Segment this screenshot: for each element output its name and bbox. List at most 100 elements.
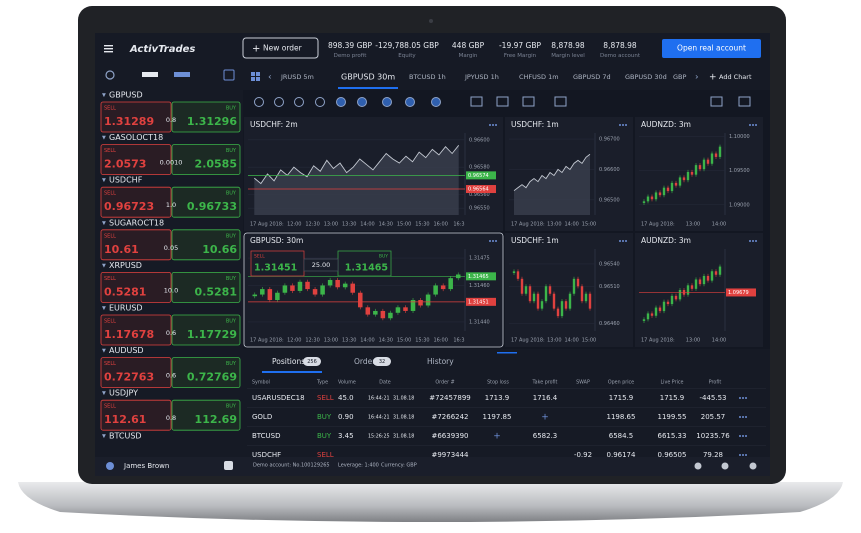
open-account-button[interactable] [662, 39, 761, 58]
panel-menu[interactable] [749, 124, 751, 126]
symbol-name: XRPUSD [109, 261, 142, 270]
chart-tab[interactable]: JRUSD 5m [280, 73, 314, 81]
tool-icon[interactable] [710, 96, 723, 107]
buy-box[interactable] [171, 101, 241, 133]
chart-panel[interactable] [635, 117, 763, 231]
quick-buy[interactable] [337, 250, 392, 277]
caret: ▼ [102, 433, 106, 439]
chart-tab[interactable]: CHFUSD 1m [519, 73, 559, 81]
panel-menu[interactable] [752, 240, 754, 242]
layout-icon[interactable] [256, 77, 260, 81]
menu-icon[interactable] [104, 48, 113, 50]
edit-icon[interactable] [223, 69, 235, 81]
tool-icon[interactable] [522, 96, 535, 107]
new-order-button[interactable] [242, 37, 319, 59]
panel-menu[interactable] [755, 240, 757, 242]
sell-box[interactable] [100, 229, 172, 261]
layout-icon[interactable] [256, 72, 260, 76]
sell-box[interactable] [100, 399, 172, 431]
tool-icon[interactable] [315, 97, 325, 107]
tool-icon[interactable] [382, 97, 392, 107]
chart-tab[interactable]: GBPUSD 30d [625, 73, 667, 81]
column-header: Live Price [660, 380, 683, 386]
buy-box[interactable] [171, 357, 241, 389]
panel-menu[interactable] [622, 240, 624, 242]
tool-icon[interactable] [554, 96, 567, 107]
buy-box[interactable] [171, 271, 241, 303]
panel-menu[interactable] [755, 124, 757, 126]
tool-icon[interactable] [254, 97, 264, 107]
layout-icon[interactable] [251, 77, 255, 81]
chart-tab[interactable]: GBPUSD 30m [341, 73, 395, 82]
chart-tab[interactable]: GBPUSD 7d [573, 73, 611, 81]
search-icon[interactable] [105, 70, 115, 80]
buy-price: 2.0585 [195, 158, 237, 171]
sell-box[interactable] [100, 101, 172, 133]
tool-icon[interactable] [738, 96, 751, 107]
row-menu[interactable] [742, 454, 744, 456]
buy-box[interactable] [171, 399, 241, 431]
panel-menu[interactable] [492, 240, 494, 242]
row-menu[interactable] [745, 397, 747, 399]
menu-icon[interactable] [104, 45, 113, 47]
panel-menu[interactable] [619, 124, 621, 126]
panel-menu[interactable] [489, 240, 491, 242]
chart-tab[interactable]: JPYUSD 1h [464, 73, 499, 81]
sell-box[interactable] [100, 357, 172, 389]
panel-menu[interactable] [749, 240, 751, 242]
panel-menu[interactable] [495, 240, 497, 242]
tool-icon[interactable] [336, 97, 346, 107]
view-toggle[interactable] [174, 72, 190, 77]
chart-tab[interactable]: BTCUSD 1h [409, 73, 446, 81]
volume-box[interactable] [303, 258, 339, 272]
positions-tab[interactable]: Positions [272, 357, 305, 366]
row-menu[interactable] [742, 435, 744, 437]
caret: ▼ [102, 220, 106, 226]
menu-icon[interactable] [104, 51, 113, 53]
panel-menu[interactable] [622, 124, 624, 126]
tool-icon[interactable] [357, 97, 367, 107]
row-menu[interactable] [745, 435, 747, 437]
tool-icon[interactable] [496, 96, 509, 107]
chart-panel[interactable] [505, 233, 633, 347]
footer-icon[interactable] [721, 462, 729, 470]
view-toggle[interactable] [142, 72, 158, 77]
positions-tab[interactable]: Orders [354, 357, 379, 366]
panel-menu[interactable] [625, 124, 627, 126]
sell-box[interactable] [100, 314, 172, 346]
sell-box[interactable] [100, 144, 172, 176]
row-menu[interactable] [742, 397, 744, 399]
sell-box[interactable] [100, 186, 172, 218]
sell-box[interactable] [100, 271, 172, 303]
buy-box[interactable] [171, 186, 241, 218]
chart-title: USDCHF: 2m [250, 120, 298, 129]
footer-icon[interactable] [749, 462, 757, 470]
tool-icon[interactable] [294, 97, 304, 107]
layout-icon[interactable] [251, 72, 255, 76]
row-menu[interactable] [739, 454, 741, 456]
chart-tab[interactable]: GBP [673, 73, 686, 81]
tool-icon[interactable] [431, 97, 441, 107]
panel-menu[interactable] [625, 240, 627, 242]
row-menu[interactable] [745, 454, 747, 456]
panel-menu[interactable] [495, 124, 497, 126]
panel-menu[interactable] [492, 124, 494, 126]
row-menu[interactable] [739, 416, 741, 418]
row-menu[interactable] [742, 416, 744, 418]
notification[interactable] [224, 461, 233, 470]
buy-box[interactable] [171, 144, 241, 176]
tool-icon[interactable] [405, 97, 415, 107]
panel-menu[interactable] [489, 124, 491, 126]
row-menu[interactable] [745, 416, 747, 418]
positions-tab[interactable]: History [427, 357, 454, 366]
tool-icon[interactable] [274, 97, 284, 107]
panel-menu[interactable] [752, 124, 754, 126]
footer-icon[interactable] [694, 462, 702, 470]
buy-box[interactable] [171, 314, 241, 346]
row-menu[interactable] [739, 397, 741, 399]
panel-menu[interactable] [619, 240, 621, 242]
cell: 1715.9 [660, 394, 685, 402]
buy-box[interactable] [171, 229, 241, 261]
row-menu[interactable] [739, 435, 741, 437]
tool-icon[interactable] [470, 96, 483, 107]
